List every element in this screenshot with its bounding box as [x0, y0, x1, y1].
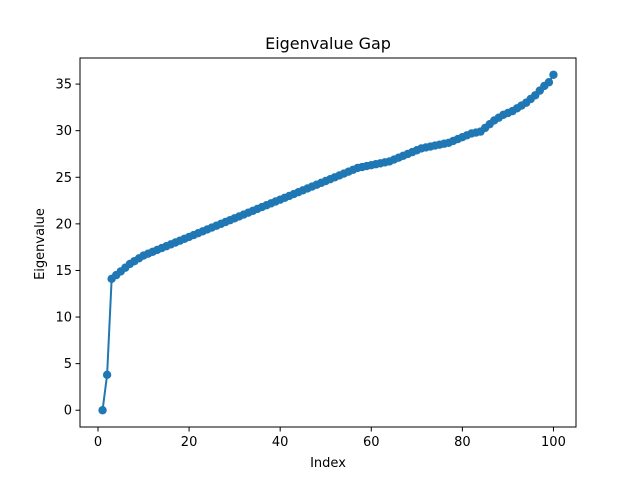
data-point-1 [98, 406, 107, 415]
y-axis-label: Eigenvalue [33, 208, 48, 280]
x-tick-label-100: 100 [541, 435, 566, 450]
y-tick-label-15: 15 [55, 264, 72, 279]
y-tick-label-0: 0 [64, 404, 72, 419]
x-tick-label-20: 20 [181, 435, 198, 450]
data-point-100 [549, 70, 558, 79]
y-tick-label-35: 35 [55, 78, 72, 93]
chart-title: Eigenvalue Gap [265, 34, 391, 53]
x-tick-label-0: 0 [94, 435, 102, 450]
y-tick-label-25: 25 [55, 171, 72, 186]
x-tick-label-80: 80 [454, 435, 471, 450]
x-axis-label: Index [310, 456, 346, 471]
y-tick-label-5: 5 [64, 357, 72, 372]
axes-frame [79, 57, 577, 428]
y-tick-label-20: 20 [55, 217, 72, 232]
plot-area: 0 20 40 60 80 100 0 5 10 15 20 25 30 35 [55, 57, 577, 450]
data-point-2 [102, 370, 112, 380]
x-tick-label-40: 40 [272, 435, 289, 450]
y-tick-label-30: 30 [55, 124, 72, 139]
y-tick-label-10: 10 [55, 311, 72, 326]
x-tick-label-60: 60 [363, 435, 380, 450]
data-point-99 [544, 78, 554, 87]
